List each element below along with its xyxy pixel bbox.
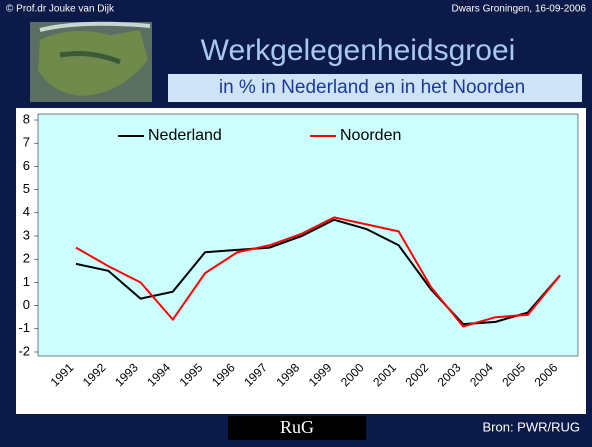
y-tick-label: 1 <box>23 274 30 289</box>
y-tick-label: 7 <box>23 135 30 150</box>
legend-label: Noorden <box>340 127 401 144</box>
source: Bron: PWR/RUG <box>482 419 580 434</box>
page: {"header": {"credit": "© Prof.dr Jouke v… <box>0 0 592 447</box>
slide: © Prof.dr Jouke van Dijk Dwars Groningen… <box>0 0 592 447</box>
y-tick-label: 4 <box>23 204 30 219</box>
y-tick-label: 5 <box>23 181 30 196</box>
y-tick-label: 6 <box>23 158 30 173</box>
y-tick-label: 0 <box>23 297 30 312</box>
event: Dwars Groningen, 16-09-2006 <box>451 4 586 15</box>
subtitle: in % in Nederland en in het Noorden <box>219 77 525 98</box>
y-tick-label: 8 <box>23 111 30 126</box>
logo: RuG <box>280 417 314 437</box>
plot-area <box>38 114 578 356</box>
y-tick-label: 2 <box>23 251 30 266</box>
credit: © Prof.dr Jouke van Dijk <box>6 4 115 15</box>
y-tick-label: 3 <box>23 227 30 242</box>
title: Werkgelegenheidsgroei <box>201 34 516 67</box>
y-tick-label: -2 <box>18 343 30 358</box>
y-tick-label: -1 <box>18 320 30 335</box>
legend-label: Nederland <box>148 127 222 144</box>
map-image <box>30 22 152 102</box>
